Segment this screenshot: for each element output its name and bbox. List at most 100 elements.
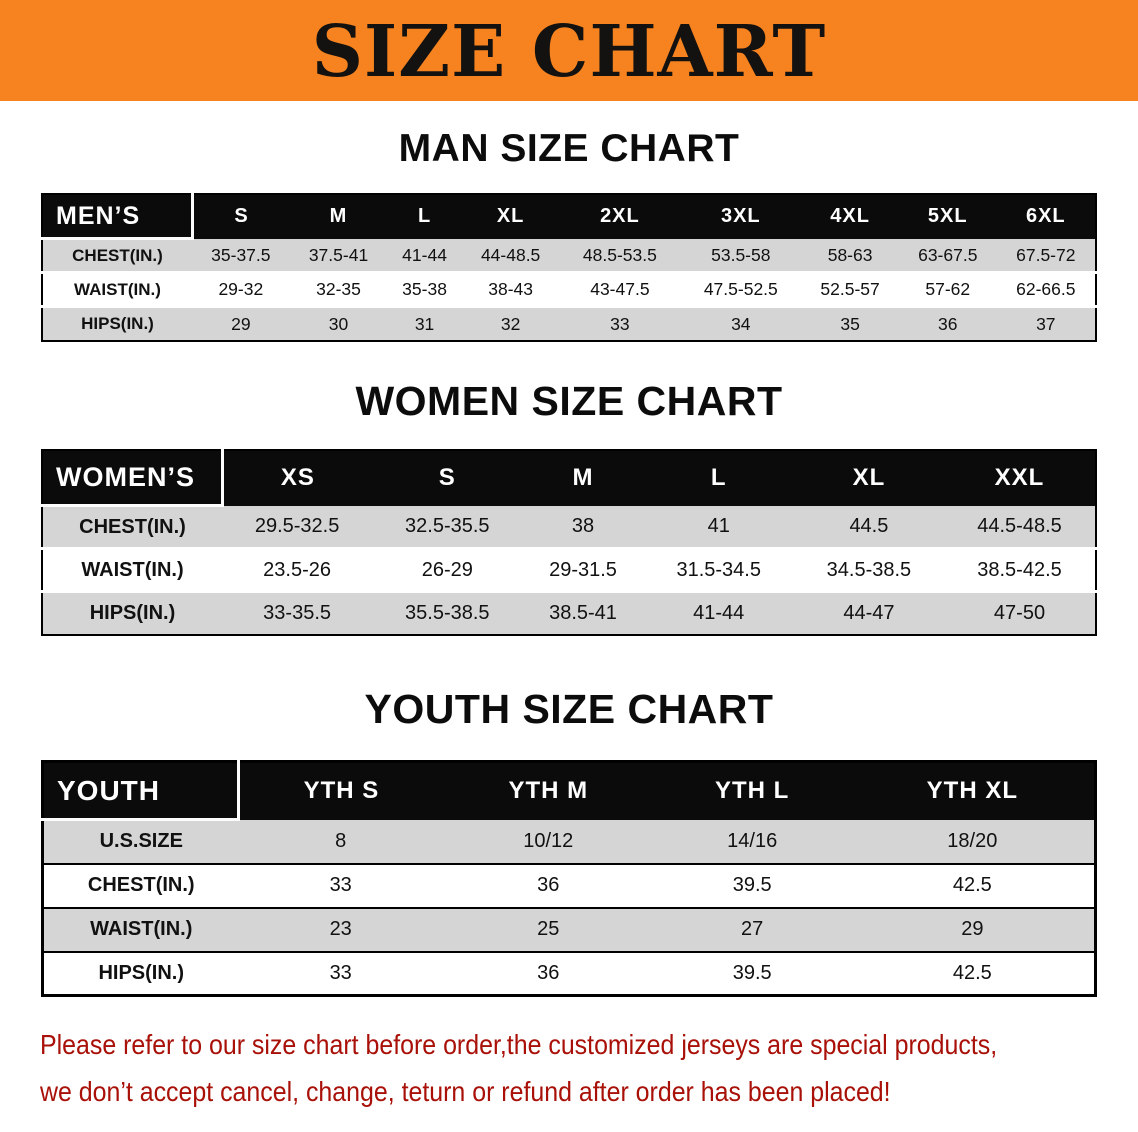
row-label: WAIST(IN.) xyxy=(90,918,193,941)
youth-size-section: YOUTH SIZE CHART YOUTH YTH S YTH M YTH L YTH… xyxy=(0,685,1138,998)
disclaimer: Please refer to our size chart before or… xyxy=(40,1021,1100,1115)
size-value-cell: 37.5-41 xyxy=(308,244,369,265)
size-value-cell: 41 xyxy=(707,515,730,538)
size-column-header: 5XL xyxy=(898,193,997,239)
size-value-cell: 33-35.5 xyxy=(263,602,332,625)
size-value-cell: 32.5-35.5 xyxy=(405,515,490,538)
table-row: CHEST(IN.) 29.5-32.5 32.5-35.5 38 41 44.5 44.5… xyxy=(42,505,1096,549)
table-row: HIPS(IN.) 29 30 31 32 33 34 35 36 37 xyxy=(42,306,1096,341)
size-column-header: YTH L xyxy=(653,761,851,820)
size-column-header: L xyxy=(387,193,462,239)
size-value-cell: 23 xyxy=(329,918,352,941)
size-column-header: 4XL xyxy=(801,193,899,239)
size-value-cell: 63-67.5 xyxy=(918,244,978,265)
size-column-header: M xyxy=(289,193,388,239)
row-label: WAIST(IN.) xyxy=(81,558,184,581)
disclaimer-line-1: Please refer to our size chart before or… xyxy=(40,1029,998,1061)
size-column-header: YTH S xyxy=(238,761,443,820)
size-value-cell: 18/20 xyxy=(947,829,998,852)
size-value-cell: 38.5-41 xyxy=(549,602,617,625)
size-value-cell: 52.5-57 xyxy=(820,279,880,300)
table-row: WAIST(IN.) 23.5-26 26-29 29-31.5 31.5-34.5 34… xyxy=(42,548,1096,592)
size-value-cell: 33 xyxy=(610,313,630,334)
size-value-cell: 35-38 xyxy=(402,279,447,300)
size-value-cell: 35-37.5 xyxy=(211,244,271,265)
youth-section-heading: YOUTH SIZE CHART xyxy=(364,685,774,732)
table-row: HIPS(IN.) 33 36 39.5 42.5 xyxy=(42,951,1096,996)
size-value-cell: 30 xyxy=(328,313,349,334)
table-header-row: MEN’S S M L XL 2XL 3XL 4XL 5XL 6XL xyxy=(42,193,1096,241)
size-column-header: 2XL xyxy=(559,193,681,239)
row-label: CHEST(IN.) xyxy=(79,515,186,538)
size-column-header: XL xyxy=(461,193,560,239)
size-value-cell: 43-47.5 xyxy=(590,279,650,300)
size-column-header: XXL xyxy=(944,449,1096,506)
row-label: CHEST(IN.) xyxy=(87,874,195,897)
women-section-heading: WOMEN SIZE CHART xyxy=(355,377,783,424)
row-label: WAIST(IN.) xyxy=(74,279,161,299)
men-section-heading: MAN SIZE CHART xyxy=(398,127,740,170)
row-label: HIPS(IN.) xyxy=(89,602,176,625)
table-row: CHEST(IN.) 35-37.5 37.5-41 41-44 44-48.5 48.5… xyxy=(42,238,1096,273)
size-value-cell: 29 xyxy=(231,313,251,334)
size-value-cell: 10/12 xyxy=(523,829,574,852)
size-column-header: YTH XL xyxy=(850,761,1096,820)
size-value-cell: 26-29 xyxy=(421,558,473,581)
table-row: U.S.SIZE 8 10/12 14/16 18/20 xyxy=(42,819,1096,864)
table-corner-label: YOUTH xyxy=(42,761,240,822)
size-value-cell: 38.5-42.5 xyxy=(977,558,1062,581)
row-label: U.S.SIZE xyxy=(99,830,183,853)
women-size-table: WOMEN’S XS S M L XL XXL CHEST(IN.) 29.5-32.5 32.5… xyxy=(41,448,1097,636)
size-value-cell: 47-50 xyxy=(993,602,1046,625)
size-value-cell: 41-44 xyxy=(402,244,447,265)
size-value-cell: 44.5-48.5 xyxy=(977,515,1062,538)
size-value-cell: 32-35 xyxy=(316,279,361,300)
size-value-cell: 32 xyxy=(500,313,521,334)
size-value-cell: 8 xyxy=(335,829,347,852)
size-value-cell: 14/16 xyxy=(727,829,778,852)
size-value-cell: 33 xyxy=(329,961,352,984)
youth-size-table: YOUTH YTH S YTH M YTH L YTH XL U.S.SIZE 8 10/12… xyxy=(41,760,1097,998)
table-header-row: YOUTH YTH S YTH M YTH L YTH XL xyxy=(42,761,1096,822)
size-value-cell: 23.5-26 xyxy=(263,558,332,581)
size-value-cell: 62-66.5 xyxy=(1016,279,1076,300)
size-value-cell: 29-32 xyxy=(218,279,264,300)
table-row: HIPS(IN.) 33-35.5 35.5-38.5 38.5-41 41-44 44-… xyxy=(42,591,1096,635)
table-corner-label: MEN’S xyxy=(42,193,194,241)
size-value-cell: 53.5-58 xyxy=(711,244,771,265)
size-value-cell: 42.5 xyxy=(952,961,992,984)
size-value-cell: 37 xyxy=(1036,313,1056,334)
size-value-cell: 25 xyxy=(537,918,560,941)
size-value-cell: 35.5-38.5 xyxy=(405,602,490,625)
size-value-cell: 36 xyxy=(938,313,958,334)
table-row: WAIST(IN.) 23 25 27 29 xyxy=(42,907,1096,952)
size-column-header: L xyxy=(643,449,794,506)
row-label: HIPS(IN.) xyxy=(98,961,185,984)
size-value-cell: 34.5-38.5 xyxy=(826,558,912,581)
size-column-header: 6XL xyxy=(996,193,1096,239)
size-value-cell: 36 xyxy=(537,961,560,984)
size-value-cell: 44.5 xyxy=(849,515,889,538)
size-value-cell: 48.5-53.5 xyxy=(582,244,657,265)
table-row: CHEST(IN.) 33 36 39.5 42.5 xyxy=(42,863,1096,908)
size-column-header: YTH M xyxy=(442,761,654,820)
banner: SIZE CHART xyxy=(0,0,1138,101)
size-value-cell: 38 xyxy=(571,515,595,538)
row-label: HIPS(IN.) xyxy=(81,314,154,334)
women-size-section: WOMEN SIZE CHART WOMEN’S XS S M L XL XXL CHEST(… xyxy=(0,378,1138,636)
size-column-header: S xyxy=(192,193,290,239)
size-value-cell: 31 xyxy=(414,313,435,334)
size-value-cell: 29-31.5 xyxy=(549,558,617,581)
size-value-cell: 38-43 xyxy=(488,279,533,300)
row-label: CHEST(IN.) xyxy=(72,245,163,265)
size-value-cell: 47.5-52.5 xyxy=(703,279,778,300)
size-value-cell: 33 xyxy=(329,874,352,897)
page-title: SIZE CHART xyxy=(311,8,827,93)
size-value-cell: 36 xyxy=(537,874,560,897)
table-row: WAIST(IN.) 29-32 32-35 35-38 38-43 43-47.5 47.… xyxy=(42,272,1096,307)
table-corner-label: WOMEN’S xyxy=(42,449,224,508)
size-value-cell: 29 xyxy=(961,918,984,941)
men-size-section: MAN SIZE CHART MEN’S S M L XL 2XL 3XL 4XL 5XL 6XL… xyxy=(0,127,1138,342)
men-size-table: MEN’S S M L XL 2XL 3XL 4XL 5XL 6XL CHEST(IN.) 35-37… xyxy=(41,192,1097,342)
